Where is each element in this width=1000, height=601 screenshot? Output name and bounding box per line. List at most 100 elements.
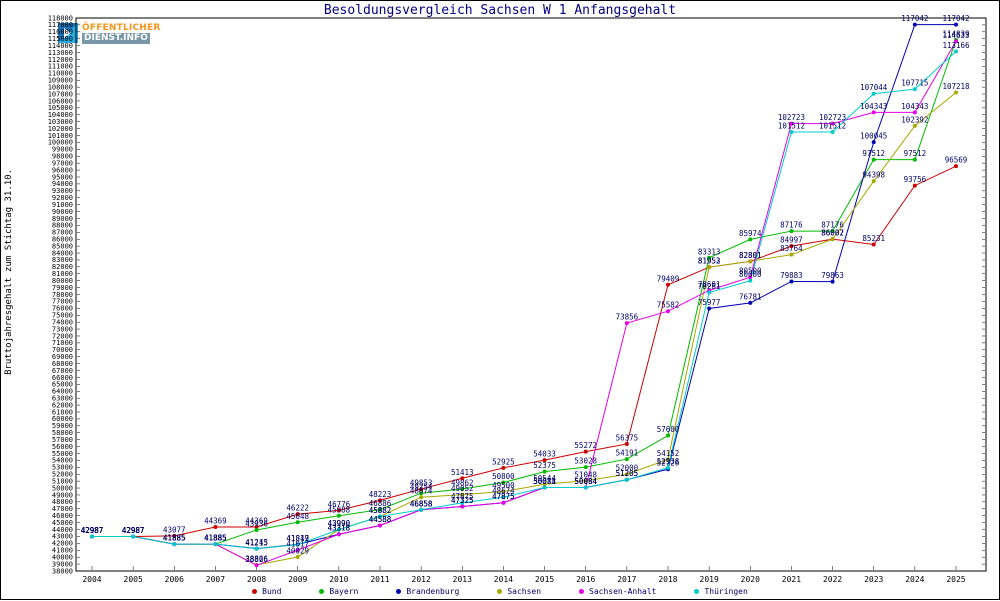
labels-brandenburg: 42987 42987 41885 41885 41243 41849 43318 44588…	[81, 14, 970, 547]
svg-text:104000: 104000	[48, 111, 73, 119]
legend-marker-th-ringen	[694, 589, 700, 594]
legend-item-th-ringen: Thüringen	[694, 587, 748, 596]
markers-th-ringen	[90, 49, 958, 551]
svg-text:41849: 41849	[286, 534, 309, 543]
legend-label-sachsen: Sachsen	[507, 587, 542, 596]
svg-text:82000: 82000	[52, 263, 73, 271]
svg-text:42987: 42987	[81, 526, 104, 535]
svg-text:46000: 46000	[52, 512, 73, 520]
series-lines	[92, 24, 957, 566]
svg-text:89000: 89000	[52, 215, 73, 223]
svg-text:108000: 108000	[48, 83, 73, 91]
svg-text:50544: 50544	[533, 474, 556, 483]
svg-text:2016: 2016	[576, 575, 595, 584]
svg-text:87176: 87176	[780, 221, 803, 230]
svg-text:2006: 2006	[165, 575, 184, 584]
svg-text:86000: 86000	[52, 236, 73, 244]
svg-text:59000: 59000	[52, 422, 73, 430]
svg-text:72000: 72000	[52, 332, 73, 340]
markers-bayern	[90, 37, 958, 547]
svg-text:117042: 117042	[901, 14, 928, 23]
svg-text:51048: 51048	[574, 470, 597, 479]
svg-text:54191: 54191	[616, 449, 639, 458]
svg-text:55272: 55272	[574, 441, 597, 450]
svg-text:50084: 50084	[574, 477, 597, 486]
svg-text:63000: 63000	[52, 394, 73, 402]
svg-text:2019: 2019	[700, 575, 719, 584]
svg-text:114839: 114839	[942, 29, 969, 38]
svg-text:41885: 41885	[204, 534, 227, 543]
svg-text:66000: 66000	[52, 374, 73, 382]
svg-text:43000: 43000	[52, 533, 73, 541]
svg-text:51000: 51000	[52, 477, 73, 485]
svg-text:45988: 45988	[328, 505, 351, 514]
svg-text:41885: 41885	[163, 534, 186, 543]
svg-text:91000: 91000	[52, 201, 73, 209]
svg-text:49862: 49862	[451, 479, 474, 488]
svg-text:47875: 47875	[492, 492, 515, 501]
svg-text:103000: 103000	[48, 118, 73, 126]
svg-text:53000: 53000	[52, 464, 73, 472]
axes: 3800039000400004100042000430004400045000…	[48, 14, 987, 584]
logo-text: ÖFFENTLICHER DIENST.INFO	[82, 23, 160, 44]
svg-text:41215: 41215	[245, 538, 268, 547]
svg-text:42987: 42987	[122, 526, 145, 535]
svg-text:53028: 53028	[574, 457, 597, 466]
svg-text:100000: 100000	[48, 139, 73, 147]
svg-text:85231: 85231	[862, 234, 885, 243]
svg-text:41885: 41885	[204, 534, 227, 543]
svg-text:92000: 92000	[52, 194, 73, 202]
svg-text:52925: 52925	[492, 457, 515, 466]
legend-label-th-ringen: Thüringen	[704, 587, 748, 596]
svg-text:44369: 44369	[245, 516, 268, 525]
svg-text:42987: 42987	[81, 526, 104, 535]
svg-text:117042: 117042	[942, 14, 969, 23]
svg-text:40000: 40000	[52, 553, 73, 561]
svg-text:80000: 80000	[52, 277, 73, 285]
svg-text:93756: 93756	[904, 175, 927, 184]
svg-text:86002: 86002	[821, 229, 844, 238]
svg-text:79863: 79863	[821, 271, 844, 280]
legend-item-bayern: Bayern	[319, 587, 358, 596]
svg-text:114633: 114633	[942, 31, 969, 40]
svg-text:2007: 2007	[206, 575, 225, 584]
svg-text:94398: 94398	[862, 171, 885, 180]
site-logo: ÖFFENTLICHER DIENST.INFO	[58, 23, 160, 44]
svg-text:116000: 116000	[48, 28, 73, 36]
svg-text:42987: 42987	[81, 526, 104, 535]
svg-text:2010: 2010	[329, 575, 348, 584]
svg-text:49254: 49254	[410, 483, 433, 492]
svg-text:102000: 102000	[48, 125, 73, 133]
svg-text:41243: 41243	[245, 538, 268, 547]
svg-text:81000: 81000	[52, 270, 73, 278]
svg-text:99000: 99000	[52, 146, 73, 154]
svg-text:49052: 49052	[451, 484, 474, 493]
svg-text:46858: 46858	[410, 499, 433, 508]
svg-text:97512: 97512	[862, 149, 885, 158]
svg-text:51205: 51205	[616, 469, 639, 478]
svg-text:118000: 118000	[48, 14, 73, 22]
svg-text:90000: 90000	[52, 208, 73, 216]
svg-text:69000: 69000	[52, 353, 73, 361]
svg-text:46858: 46858	[410, 499, 433, 508]
svg-text:57600: 57600	[657, 425, 680, 434]
svg-text:107715: 107715	[901, 79, 928, 88]
svg-text:51413: 51413	[451, 468, 474, 477]
svg-text:47000: 47000	[52, 505, 73, 513]
svg-text:54033: 54033	[533, 450, 556, 459]
svg-text:79409: 79409	[657, 274, 680, 283]
svg-text:48674: 48674	[492, 487, 515, 496]
svg-text:2015: 2015	[535, 575, 554, 584]
logo-line2: DIENST.INFO	[82, 33, 150, 44]
svg-text:42987: 42987	[122, 526, 145, 535]
svg-text:2023: 2023	[864, 575, 883, 584]
svg-text:78000: 78000	[52, 291, 73, 299]
svg-text:79000: 79000	[52, 284, 73, 292]
svg-text:50800: 50800	[492, 472, 515, 481]
svg-text:111000: 111000	[48, 63, 73, 71]
svg-text:104343: 104343	[901, 102, 928, 111]
svg-text:2018: 2018	[658, 575, 677, 584]
chart-legend: Bund Bayern Brandenburg Sachsen Sachsen-Anha…	[1, 587, 999, 596]
svg-text:42987: 42987	[122, 526, 145, 535]
svg-text:106000: 106000	[48, 97, 73, 105]
